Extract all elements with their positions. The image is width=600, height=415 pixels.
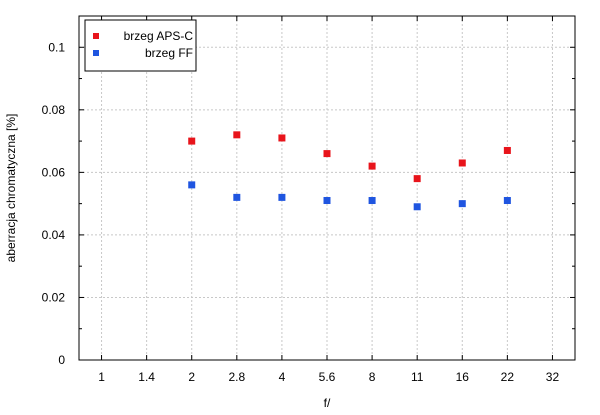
data-point-aps-c [458, 159, 466, 167]
data-point-aps-c [503, 146, 511, 154]
x-tick-label: 22 [501, 370, 515, 384]
y-tick-label: 0.1 [48, 40, 65, 54]
y-tick-label: 0 [58, 353, 65, 367]
data-point-ff [368, 197, 376, 205]
data-point-aps-c [233, 131, 241, 139]
data-point-ff [188, 181, 196, 189]
grid [79, 16, 575, 360]
x-tick-label: 16 [456, 370, 470, 384]
data-point-aps-c [323, 150, 331, 158]
data-point-ff [323, 197, 331, 205]
data-point-aps-c [278, 134, 286, 142]
data-point-ff [503, 197, 511, 205]
data-point-ff [233, 193, 241, 201]
x-tick-label: 4 [279, 370, 286, 384]
data-point-ff [458, 200, 466, 208]
x-axis-label: f/ [324, 396, 331, 410]
x-tick-labels: 1 1.4 2 2.8 4 5.6 8 11 16 22 32 [98, 370, 559, 384]
x-tick-label: 1.4 [138, 370, 155, 384]
x-tick-label: 2 [188, 370, 195, 384]
y-tick-label: 0.08 [42, 103, 66, 117]
y-tick-label: 0.02 [42, 290, 66, 304]
data-point-aps-c [188, 137, 196, 145]
legend-swatch-aps-c [93, 33, 99, 39]
y-tick-labels: 0 0.02 0.04 0.06 0.08 0.1 [42, 40, 66, 367]
legend: brzeg APS-C brzeg FF [84, 19, 197, 72]
x-tick-label: 2.8 [228, 370, 245, 384]
x-tick-label: 32 [546, 370, 560, 384]
legend-swatch-ff [93, 50, 99, 56]
x-tick-label: 11 [411, 370, 424, 384]
x-tick-label: 8 [369, 370, 376, 384]
legend-box [84, 19, 197, 72]
y-tick-label: 0.06 [42, 165, 66, 179]
data-point-aps-c [413, 175, 421, 183]
data-point-ff [413, 203, 421, 211]
axis-ticks [79, 16, 575, 361]
data-point-ff [278, 193, 286, 201]
legend-label-aps-c: brzeg APS-C [124, 29, 194, 43]
x-tick-label: 5.6 [319, 370, 336, 384]
y-axis-label: aberracja chromatyczna [%] [4, 114, 18, 263]
y-tick-label: 0.04 [42, 228, 66, 242]
legend-label-ff: brzeg FF [145, 46, 193, 60]
x-tick-label: 1 [98, 370, 105, 384]
data-points [188, 131, 511, 211]
data-point-aps-c [368, 162, 376, 170]
